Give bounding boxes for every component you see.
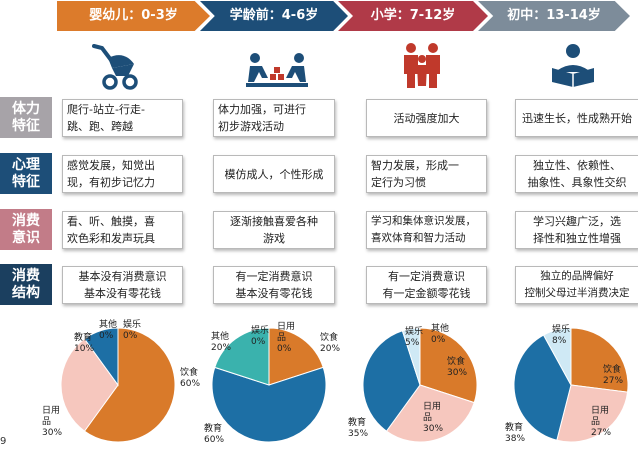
pie-slice xyxy=(362,330,421,432)
cell-structure-junior: 独立的品牌偏好 控制父母过半消费决定 xyxy=(515,266,638,304)
pie-label: 日用 品 30% xyxy=(423,402,444,434)
pie-label: 教育 35% xyxy=(348,418,369,439)
cell-awareness-preschool: 逐渐接触喜爱各种 游戏 xyxy=(213,211,335,249)
page-number: 9 xyxy=(0,436,7,447)
pie-label: 娱乐 5% xyxy=(405,327,424,348)
family-icon xyxy=(404,43,440,88)
pie-label: 教育 38% xyxy=(505,423,526,444)
pie-chart-preschool xyxy=(211,327,327,443)
pie-chart-junior xyxy=(513,327,629,443)
stage-infant: 婴幼儿：0-3岁 xyxy=(57,1,210,31)
pie-label: 其他 0% xyxy=(99,320,118,341)
student-reading-icon xyxy=(552,44,594,87)
cell-structure-preschool: 有一定消费意识 基本没有零花钱 xyxy=(213,266,335,304)
cell-awareness-junior: 学习兴趣广泛，选 择性和独立性增强 xyxy=(515,211,638,249)
cell-awareness-primary: 学习和集体意识发展， 喜欢体育和智力活动 xyxy=(366,211,487,249)
cell-physical-preschool: 体力加强，可进行 初步游戏活动 xyxy=(213,99,335,137)
cell-physical-junior: 迅速生长，性成熟开始 xyxy=(515,99,638,137)
cell-psych-primary: 智力发展，形成一 定行为习惯 xyxy=(366,155,487,193)
cell-structure-infant: 基本没有消费意识 基本没有零花钱 xyxy=(62,266,183,304)
pie-slice xyxy=(83,327,176,443)
pie-slice xyxy=(419,327,478,404)
pie-label: 饮食 20% xyxy=(320,333,341,354)
cell-physical-infant: 爬行-站立-行走- 跳、跑、跨越 xyxy=(62,99,183,137)
pie-label: 教育 10% xyxy=(74,333,95,354)
pie-label: 日用 品 27% xyxy=(591,406,612,438)
pie-label: 教育 60% xyxy=(204,424,225,445)
pie-slice xyxy=(268,327,324,386)
pie-slice xyxy=(60,338,119,432)
pie-slice xyxy=(211,366,327,443)
stage-junior-high: 初中：13-14岁 xyxy=(478,1,630,31)
pie-label: 饮食 30% xyxy=(447,357,468,378)
pie-label: 日用 品 0% xyxy=(277,322,296,354)
pie-label: 其他 20% xyxy=(211,332,232,353)
pie-label: 饮食 60% xyxy=(180,368,201,389)
cell-structure-primary: 有一定消费意识 有一定金额零花钱 xyxy=(366,266,487,304)
row-label-consumption-structure: 消费 结构 xyxy=(0,264,52,305)
pie-slice xyxy=(83,327,119,387)
pie-label: 娱乐 8% xyxy=(552,325,571,346)
pie-label: 其他 0% xyxy=(431,324,450,345)
pie-chart-infant xyxy=(60,327,176,443)
cell-psych-junior: 独立性、依赖性、 抽象性、具象性交织 xyxy=(515,155,638,193)
row-label-psychological: 心理 特征 xyxy=(0,153,52,194)
pie-label: 日用 品 30% xyxy=(42,406,63,438)
pie-slice xyxy=(542,327,572,386)
pie-slice xyxy=(556,384,629,443)
row-label-consumer-awareness: 消费 意识 xyxy=(0,209,52,250)
pie-slice xyxy=(570,327,629,393)
row-label-physical: 体力 特征 xyxy=(0,97,52,138)
cell-physical-primary: 活动强度加大 xyxy=(366,99,487,137)
cell-psych-preschool: 模仿成人，个性形成 xyxy=(213,155,335,193)
stage-preschool: 学龄前：4-6岁 xyxy=(200,1,348,31)
stroller-icon xyxy=(92,44,138,90)
pie-label: 娱乐 0% xyxy=(123,320,142,341)
pie-slice xyxy=(513,334,572,441)
kids-playing-blocks-icon xyxy=(246,53,308,87)
cell-psych-infant: 感觉发展，知觉出 现，有初步记忆力 xyxy=(62,155,183,193)
pie-label: 娱乐 0% xyxy=(251,326,270,347)
pie-slice xyxy=(385,384,475,443)
pie-label: 饮食 27% xyxy=(603,365,624,386)
pie-slice xyxy=(401,327,421,386)
stage-primary: 小学：7-12岁 xyxy=(338,1,488,31)
pie-slice xyxy=(214,327,270,386)
pie-chart-primary xyxy=(362,327,478,443)
cell-awareness-infant: 看、听、触摸，喜 欢色彩和发声玩具 xyxy=(62,211,183,249)
